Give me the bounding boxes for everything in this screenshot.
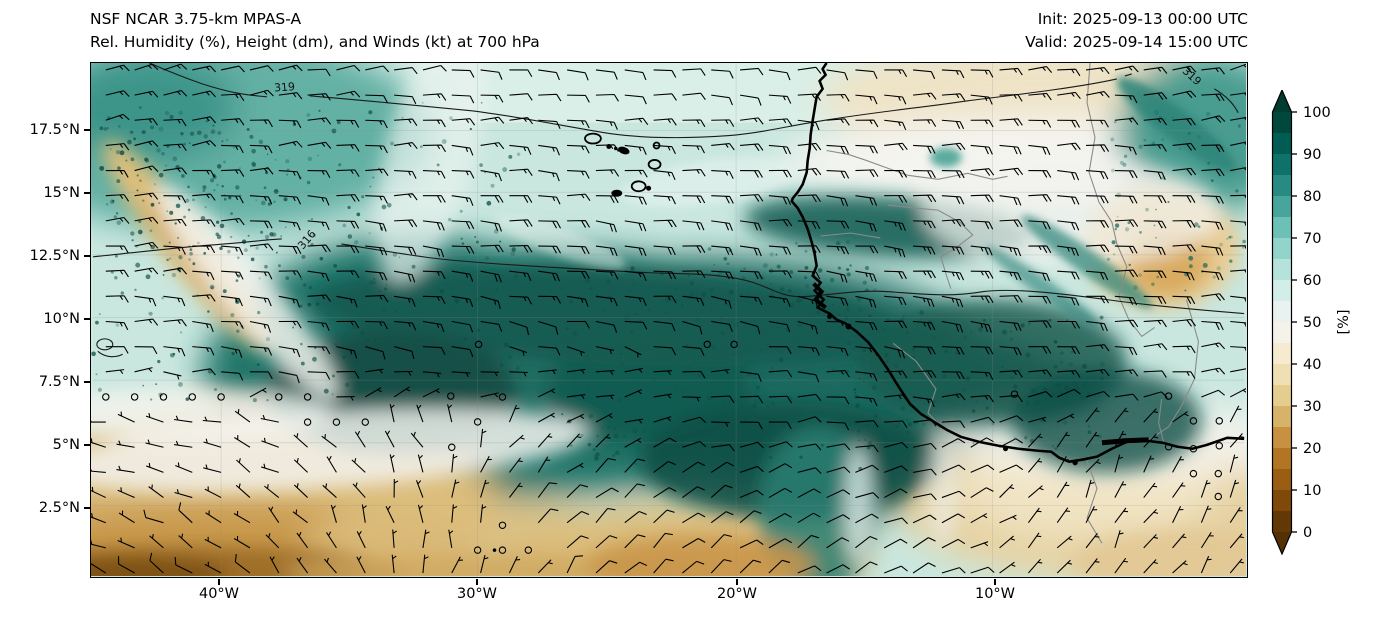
lat-tick-label: 12.5°N — [29, 248, 80, 264]
lat-tick-label: 5°N — [52, 437, 80, 453]
lat-tick-label: 2.5°N — [38, 500, 80, 516]
lat-tick-label: 15°N — [43, 185, 80, 201]
run-time-block: Init: 2025-09-13 00:00 UTC Valid: 2025-09… — [1025, 8, 1248, 54]
humidity-field — [91, 63, 1246, 576]
map-canvas: 319 316 319 — [90, 62, 1248, 578]
lat-tick-mark — [84, 507, 90, 509]
colorbar-tick-label: 40 — [1303, 357, 1321, 373]
wind-barbs-layer — [91, 63, 1246, 574]
colorbar-tick-label: 10 — [1303, 483, 1321, 499]
lon-tick-label: 30°W — [456, 586, 498, 602]
colorbar-tick-label: 100 — [1303, 105, 1331, 121]
colorbar-extend-below — [1272, 532, 1292, 554]
height-contours — [92, 63, 1245, 358]
lat-tick-label: 10°N — [43, 311, 80, 327]
graticule — [92, 63, 1245, 576]
lat-tick-mark — [84, 129, 90, 131]
lat-tick-mark — [84, 444, 90, 446]
lon-tick-label: 40°W — [198, 586, 240, 602]
plot-title-block: NSF NCAR 3.75-km MPAS-A Rel. Humidity (%)… — [90, 8, 540, 54]
coastal-islands-icon — [827, 314, 1078, 466]
colorbar-tick-label: 80 — [1303, 189, 1321, 205]
colorbar-svg: 0 10 20 30 40 50 60 70 80 90 100 [%] — [1271, 88, 1352, 556]
colorbar: 0 10 20 30 40 50 60 70 80 90 100 [%] — [1270, 88, 1378, 590]
colorbar-extend-above — [1272, 90, 1292, 112]
valid-time-label: Valid: 2025-09-14 15:00 UTC — [1025, 33, 1248, 51]
lat-tick-mark — [84, 192, 90, 194]
colorbar-tick-label: 50 — [1303, 315, 1321, 331]
lat-tick-mark — [84, 318, 90, 320]
colorbar-tick-label: 60 — [1303, 273, 1321, 289]
lon-tick-mark — [218, 579, 220, 585]
colorbar-tick-label: 20 — [1303, 441, 1321, 457]
lon-tick-label: 20°W — [716, 586, 758, 602]
colorbar-tick-label: 90 — [1303, 147, 1321, 163]
lon-tick-label: 10°W — [974, 586, 1016, 602]
colorbar-tick-label: 30 — [1303, 399, 1321, 415]
lon-tick-mark — [736, 579, 738, 585]
lon-tick-mark — [994, 579, 996, 585]
lon-tick-mark — [476, 579, 478, 585]
init-time-label: Init: 2025-09-13 00:00 UTC — [1037, 10, 1248, 28]
lat-tick-mark — [84, 255, 90, 257]
colorbar-ticks: 0 10 20 30 40 50 60 70 80 90 100 — [1291, 105, 1331, 541]
height-contour-label: 319 — [274, 80, 296, 94]
colorbar-unit-label: [%] — [1336, 309, 1352, 334]
variable-title: Rel. Humidity (%), Height (dm), and Wind… — [90, 33, 540, 51]
colorbar-tick-label: 70 — [1303, 231, 1321, 247]
model-title: NSF NCAR 3.75-km MPAS-A — [90, 10, 302, 28]
lat-tick-mark — [84, 381, 90, 383]
colorbar-tick-label: 0 — [1303, 525, 1312, 541]
lat-tick-label: 7.5°N — [38, 374, 80, 390]
lat-tick-label: 17.5°N — [29, 122, 80, 138]
calm-wind-circles — [102, 340, 1224, 554]
